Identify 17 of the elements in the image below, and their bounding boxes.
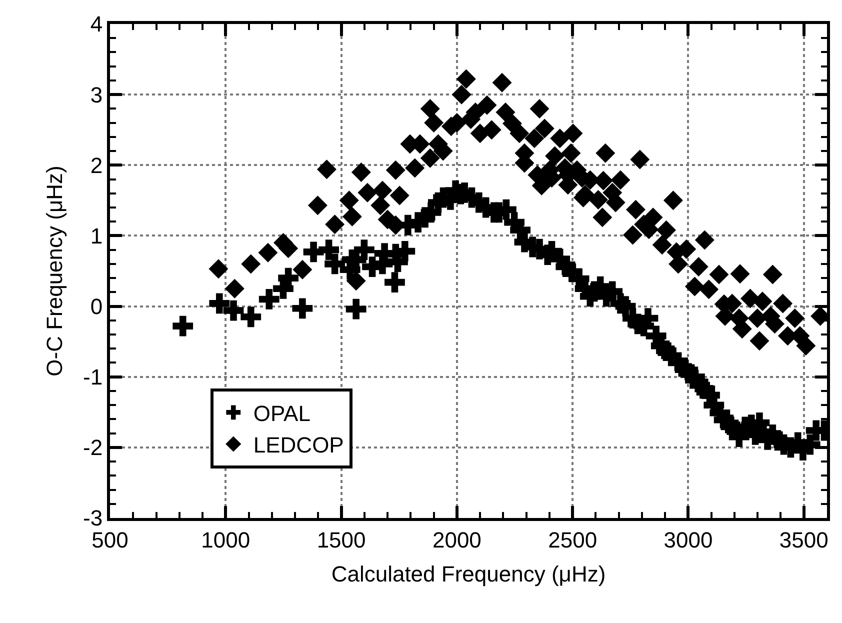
x-tick-label: 2500 — [548, 527, 598, 552]
y-tick-label: 0 — [90, 294, 103, 319]
x-tick-label: 1500 — [316, 527, 366, 552]
y-tick-label: 2 — [90, 152, 103, 178]
y-axis-title: O-C Frequency (μHz) — [42, 166, 67, 376]
legend-label: OPAL — [253, 400, 310, 426]
y-tick-label: -1 — [83, 364, 103, 390]
y-tick-label: -2 — [83, 435, 103, 460]
x-tick-label: 2000 — [432, 527, 482, 552]
y-tick-label: 3 — [90, 82, 103, 108]
x-axis-title: Calculated Frequency (μHz) — [331, 561, 606, 586]
y-tick-label: 1 — [90, 223, 103, 248]
x-tick-label: 1000 — [201, 527, 250, 552]
x-tick-label: 3500 — [779, 527, 828, 552]
x-tick-label: 3000 — [664, 527, 713, 552]
y-tick-label: 4 — [90, 12, 103, 37]
legend-label: LEDCOP — [253, 432, 344, 458]
